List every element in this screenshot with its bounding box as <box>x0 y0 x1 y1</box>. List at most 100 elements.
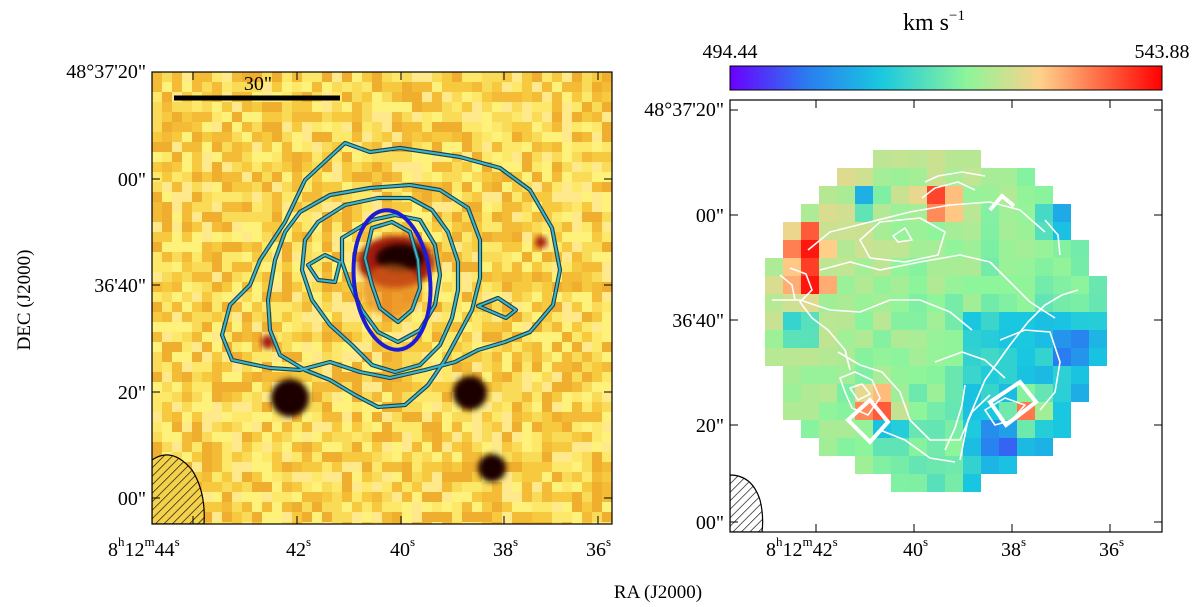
image-pixel <box>282 192 292 202</box>
image-pixel <box>352 82 362 92</box>
image-pixel <box>392 172 402 182</box>
image-pixel <box>522 262 532 272</box>
image-pixel <box>292 412 302 422</box>
image-pixel <box>502 302 512 312</box>
image-pixel <box>342 312 352 322</box>
image-pixel <box>582 242 592 252</box>
velocity-pixel <box>1053 402 1071 420</box>
image-pixel <box>602 382 612 392</box>
image-pixel <box>502 262 512 272</box>
image-pixel <box>152 292 162 302</box>
image-pixel <box>462 142 472 152</box>
image-pixel <box>362 492 372 502</box>
image-pixel <box>362 392 372 402</box>
image-pixel <box>572 452 582 462</box>
image-pixel <box>352 342 362 352</box>
image-pixel <box>312 232 322 242</box>
velocity-pixel <box>891 348 909 366</box>
image-pixel <box>372 232 382 242</box>
velocity-pixel <box>837 330 855 348</box>
image-pixel <box>172 432 182 442</box>
image-pixel <box>352 422 362 432</box>
image-pixel <box>572 342 582 352</box>
image-pixel <box>362 72 372 82</box>
image-pixel <box>562 202 572 212</box>
velocity-pixel <box>963 168 981 186</box>
image-pixel <box>432 482 442 492</box>
image-pixel <box>232 472 242 482</box>
image-pixel <box>562 152 572 162</box>
image-pixel <box>542 522 552 524</box>
image-pixel <box>242 192 252 202</box>
velocity-pixel <box>1017 186 1035 204</box>
image-pixel <box>232 252 242 262</box>
image-pixel <box>552 362 562 372</box>
image-pixel <box>512 382 522 392</box>
image-pixel <box>542 222 552 232</box>
image-pixel <box>412 152 422 162</box>
velocity-pixel <box>765 294 783 312</box>
image-pixel <box>482 382 492 392</box>
image-pixel <box>292 182 302 192</box>
image-pixel <box>522 222 532 232</box>
velocity-pixel <box>909 438 927 456</box>
image-pixel <box>602 212 612 222</box>
image-pixel <box>402 502 412 512</box>
image-pixel <box>412 422 422 432</box>
image-pixel <box>502 352 512 362</box>
image-pixel <box>372 392 382 402</box>
velocity-pixel <box>765 330 783 348</box>
image-pixel <box>542 302 552 312</box>
image-pixel <box>592 482 602 492</box>
image-pixel <box>342 492 352 502</box>
image-pixel <box>552 132 562 142</box>
image-pixel <box>202 172 212 182</box>
velocity-pixel <box>891 276 909 294</box>
image-pixel <box>492 322 502 332</box>
velocity-pixel <box>873 348 891 366</box>
image-pixel <box>232 492 242 502</box>
image-pixel <box>492 92 502 102</box>
image-pixel <box>252 252 262 262</box>
image-pixel <box>512 502 522 512</box>
velocity-pixel <box>801 330 819 348</box>
image-pixel <box>412 162 422 172</box>
image-pixel <box>212 432 222 442</box>
image-pixel <box>452 312 462 322</box>
image-pixel <box>302 122 312 132</box>
right-xtick-0: 8h12m42s <box>766 534 838 561</box>
image-pixel <box>492 392 502 402</box>
image-pixel <box>202 442 212 452</box>
image-pixel <box>572 372 582 382</box>
image-pixel <box>592 522 602 524</box>
image-pixel <box>202 112 212 122</box>
image-pixel <box>352 262 362 272</box>
image-pixel <box>302 272 312 282</box>
image-pixel <box>452 512 462 522</box>
image-pixel <box>312 342 322 352</box>
image-pixel <box>532 452 542 462</box>
image-pixel <box>212 472 222 482</box>
image-pixel <box>362 502 372 512</box>
velocity-pixel <box>1071 276 1089 294</box>
image-pixel <box>472 82 482 92</box>
image-pixel <box>332 212 342 222</box>
image-pixel <box>542 482 552 492</box>
image-pixel <box>342 122 352 132</box>
image-pixel <box>292 122 302 132</box>
image-pixel <box>362 382 372 392</box>
left-xtick-2: 40s <box>390 534 415 561</box>
image-pixel <box>462 212 472 222</box>
y-axis-title: DEC (J2000) <box>14 250 35 351</box>
image-pixel <box>592 72 602 82</box>
image-pixel <box>482 312 492 322</box>
image-pixel <box>182 282 192 292</box>
image-pixel <box>362 302 372 312</box>
image-pixel <box>432 372 442 382</box>
image-pixel <box>492 112 502 122</box>
image-pixel <box>482 112 492 122</box>
image-pixel <box>302 492 312 502</box>
image-pixel <box>252 382 262 392</box>
image-pixel <box>442 492 452 502</box>
image-pixel <box>422 522 432 524</box>
